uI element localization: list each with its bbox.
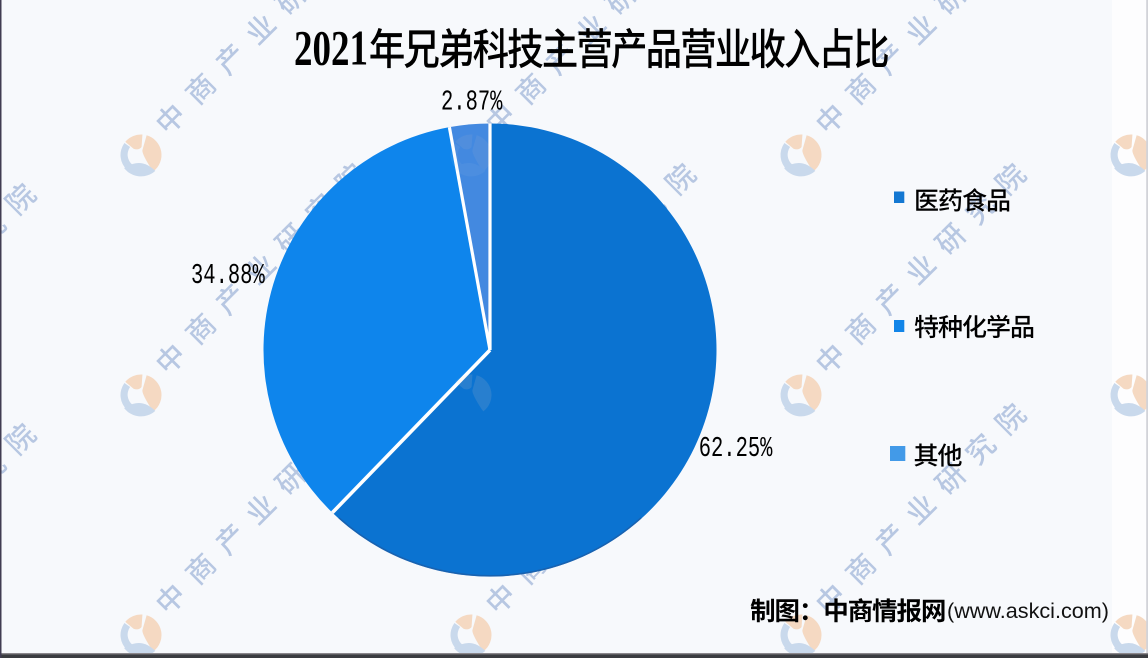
svg-text:62.25%: 62.25% [699, 433, 773, 465]
svg-text:2.87%: 2.87% [441, 87, 503, 119]
svg-text:(www.askci.com): (www.askci.com) [947, 598, 1109, 623]
svg-text:34.88%: 34.88% [191, 260, 265, 292]
svg-text:2021: 2021 [294, 20, 368, 76]
